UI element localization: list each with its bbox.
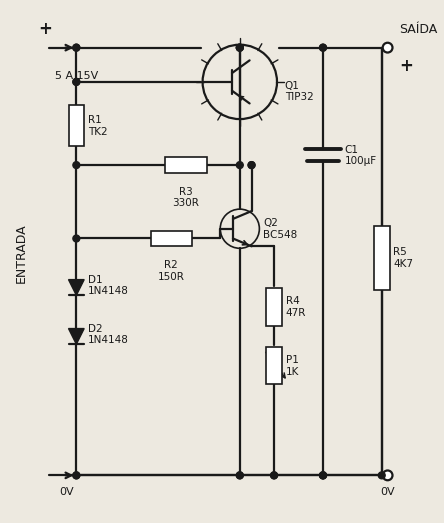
Circle shape (73, 472, 80, 479)
Text: +: + (38, 20, 52, 38)
Text: R1
TK2: R1 TK2 (88, 115, 108, 137)
Circle shape (73, 472, 80, 479)
Text: Q1
TIP32: Q1 TIP32 (285, 81, 313, 103)
Circle shape (73, 235, 80, 242)
Circle shape (320, 472, 326, 479)
Circle shape (320, 44, 326, 51)
Circle shape (248, 162, 255, 168)
Text: Q2
BC548: Q2 BC548 (263, 218, 297, 240)
Circle shape (236, 44, 243, 51)
Text: D1
1N4148: D1 1N4148 (88, 275, 129, 297)
Circle shape (383, 471, 392, 480)
Bar (151, 231, 192, 246)
Circle shape (73, 78, 80, 85)
Circle shape (236, 162, 243, 168)
Circle shape (271, 472, 278, 479)
Circle shape (73, 44, 80, 51)
Text: R5
4K7: R5 4K7 (393, 247, 413, 269)
Text: R2
150R: R2 150R (158, 260, 185, 281)
Text: 0V: 0V (59, 487, 74, 497)
Text: P1
1K: P1 1K (286, 355, 299, 377)
Circle shape (383, 43, 392, 52)
Circle shape (236, 472, 243, 479)
Bar (266, 347, 282, 384)
Circle shape (236, 44, 243, 51)
Circle shape (73, 44, 80, 51)
Polygon shape (68, 280, 84, 295)
Bar (266, 288, 282, 326)
Text: 0V: 0V (380, 487, 395, 497)
Text: +: + (399, 58, 413, 75)
Circle shape (320, 44, 326, 51)
Text: R4
47R: R4 47R (286, 296, 306, 318)
Circle shape (248, 162, 255, 168)
Circle shape (271, 472, 278, 479)
Circle shape (236, 472, 243, 479)
Circle shape (73, 162, 80, 168)
Polygon shape (68, 328, 84, 344)
Text: C1
100μF: C1 100μF (345, 144, 377, 166)
Circle shape (320, 472, 326, 479)
Circle shape (320, 472, 326, 479)
Bar (374, 226, 389, 290)
Bar (166, 157, 206, 173)
Circle shape (236, 44, 243, 51)
Text: R3
330R: R3 330R (173, 187, 199, 208)
Text: 5 A 15V: 5 A 15V (55, 71, 98, 81)
Circle shape (73, 78, 80, 85)
Text: SAÍDA: SAÍDA (399, 23, 438, 36)
Text: D2
1N4148: D2 1N4148 (88, 324, 129, 345)
Text: ENTRADA: ENTRADA (15, 223, 28, 283)
Bar (68, 105, 84, 146)
Circle shape (378, 472, 385, 479)
